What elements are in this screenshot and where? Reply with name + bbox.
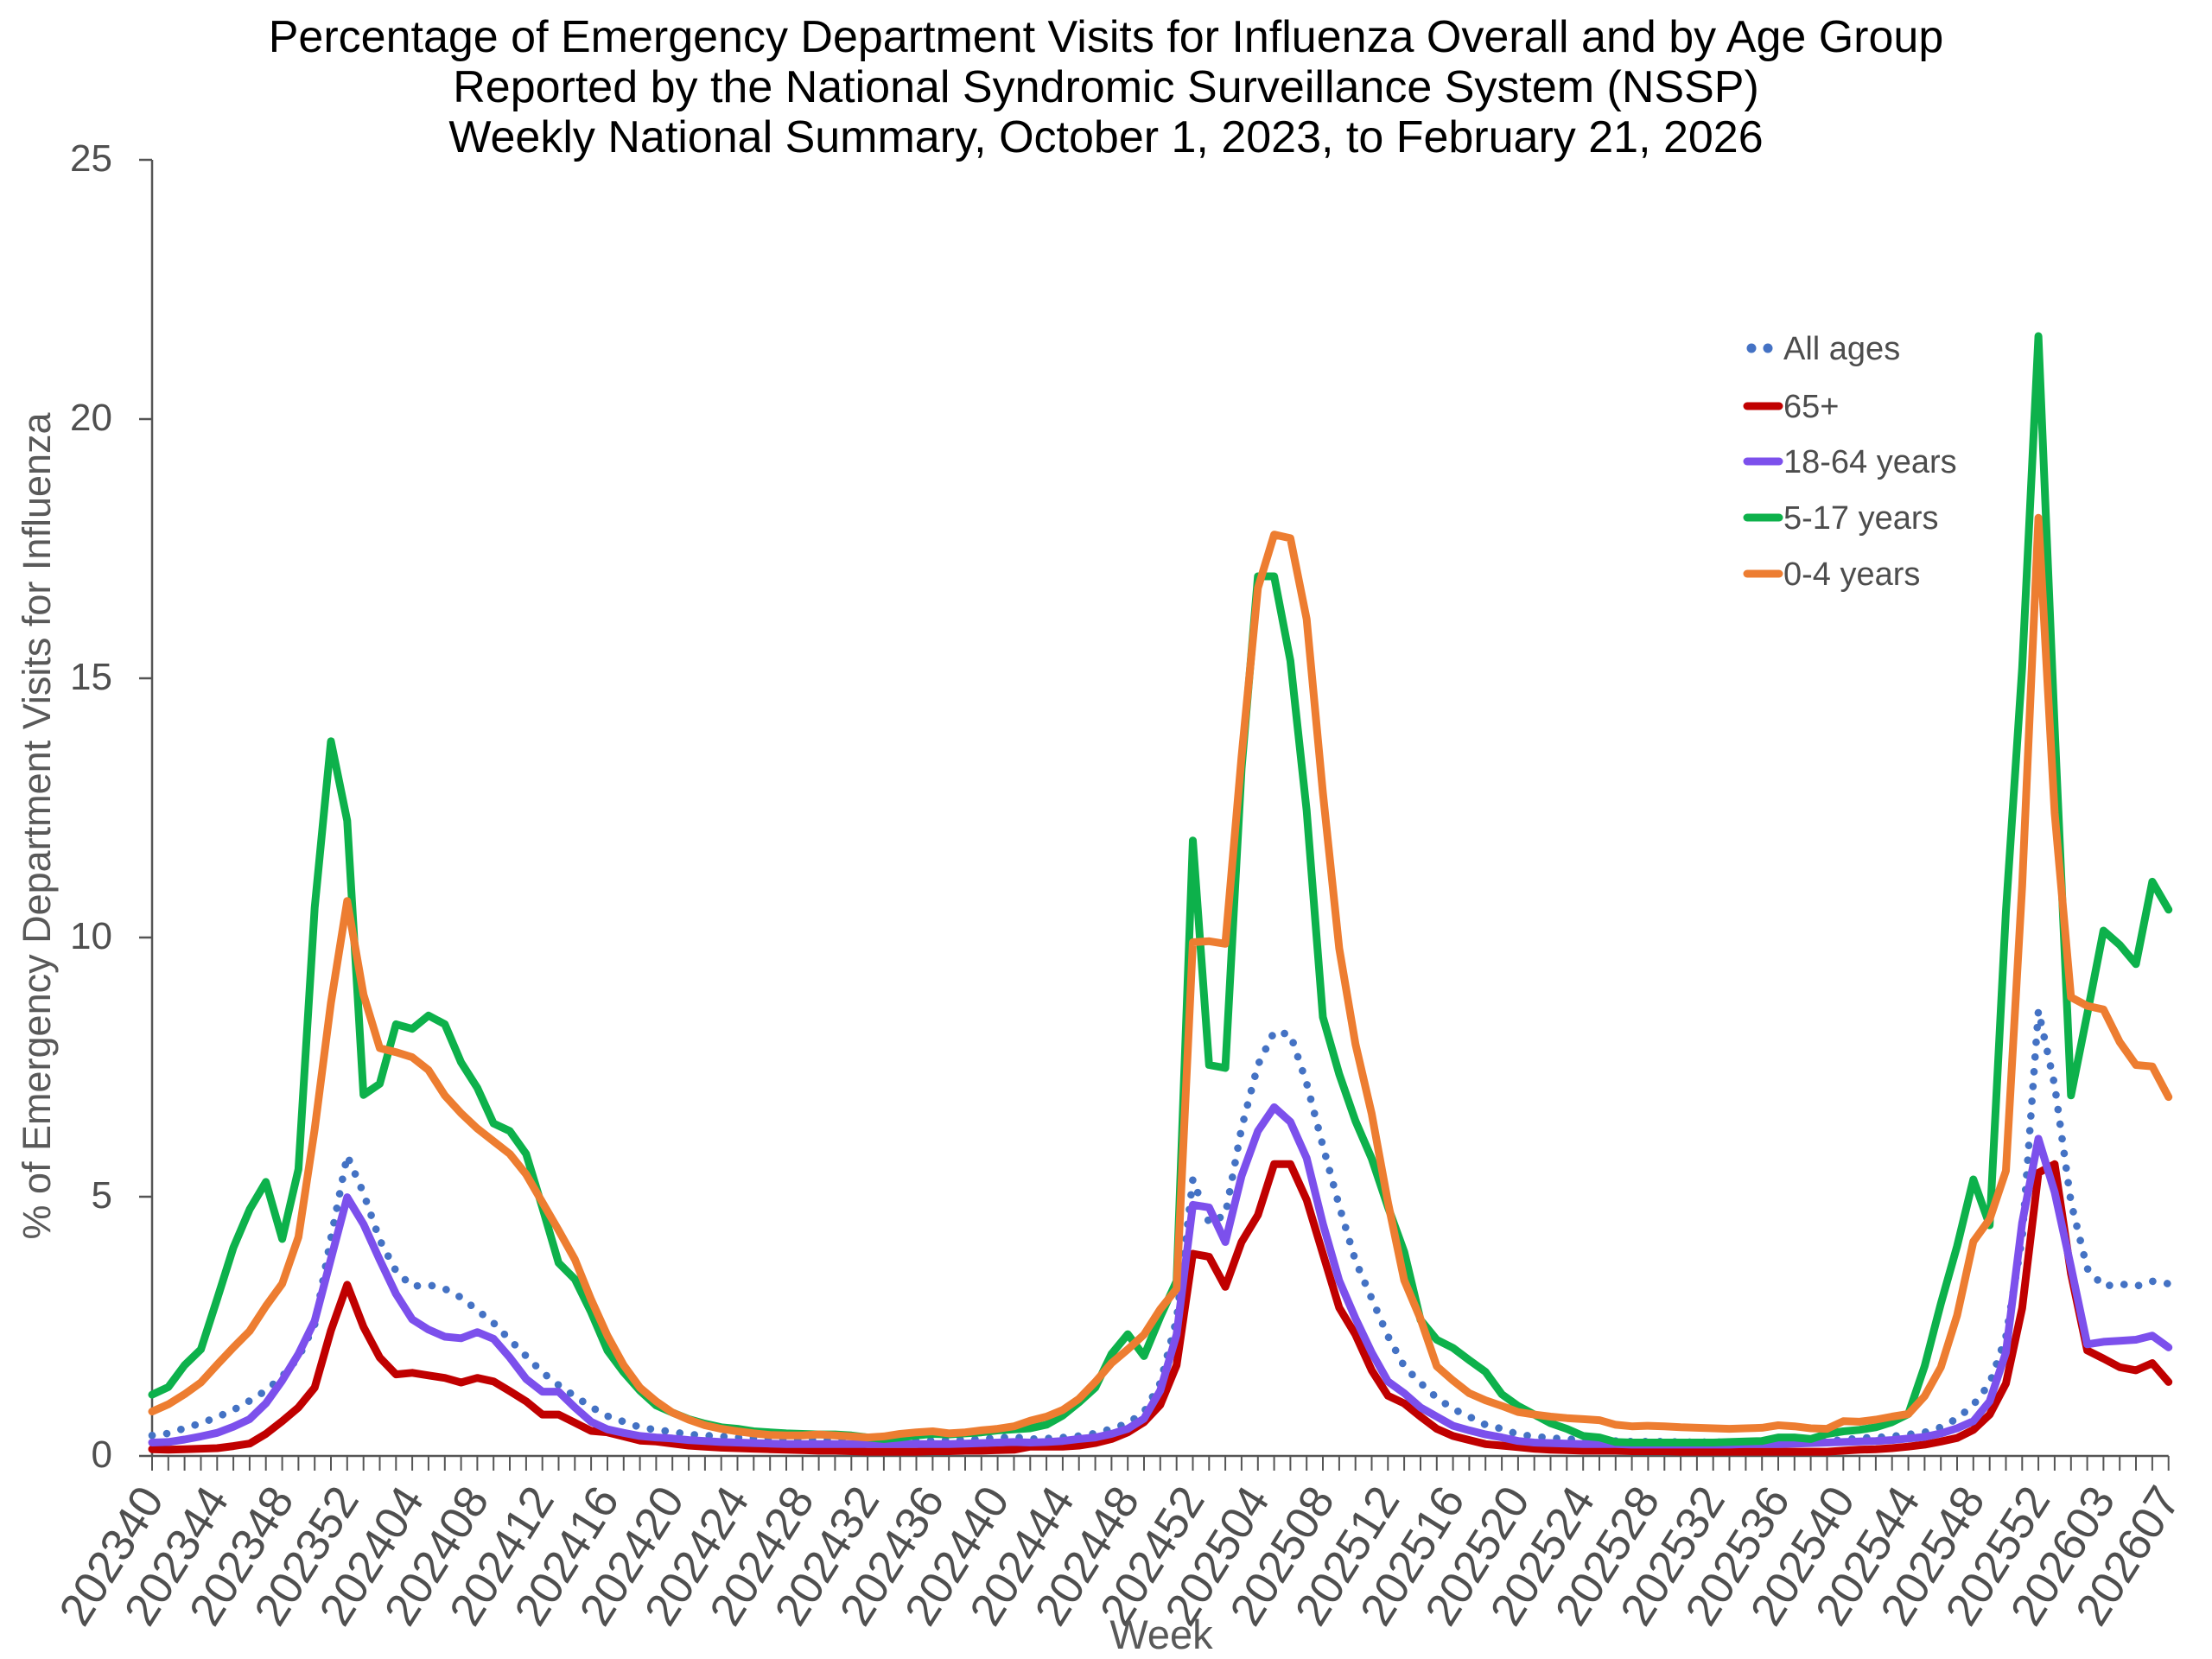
svg-text:0: 0 [92,1433,112,1476]
svg-text:All ages: All ages [1783,331,1900,367]
svg-text:20: 20 [70,397,112,439]
svg-text:65+: 65+ [1783,389,1839,425]
svg-text:5-17 years: 5-17 years [1783,500,1939,537]
svg-text:Weekly National Summary, Octob: Weekly National Summary, October 1, 2023… [448,112,1763,162]
svg-text:10: 10 [70,915,112,957]
svg-text:Percentage of Emergency Depart: Percentage of Emergency Department Visit… [269,12,1944,62]
svg-text:% of Emergency Department Visi: % of Emergency Department Visits for Inf… [15,411,59,1239]
svg-text:Week: Week [1109,1611,1213,1657]
svg-text:15: 15 [70,656,112,698]
svg-text:25: 25 [70,137,112,180]
svg-text:18-64 years: 18-64 years [1783,444,1957,480]
svg-text:5: 5 [92,1174,112,1217]
svg-text:0-4 years: 0-4 years [1783,556,1920,593]
svg-text:Reported by the National Syndr: Reported by the National Syndromic Surve… [453,62,1759,112]
